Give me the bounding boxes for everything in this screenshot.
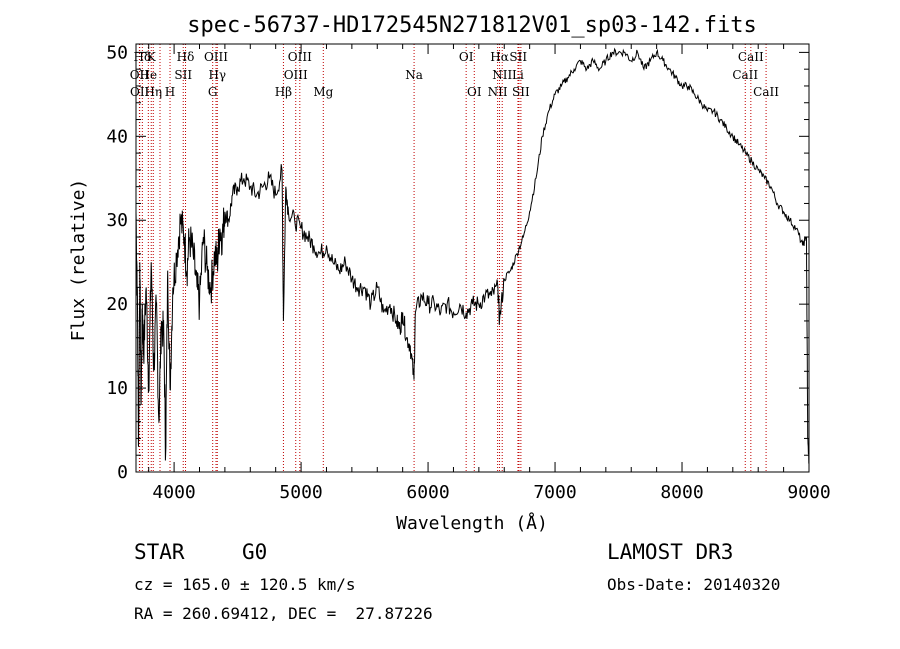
line-label-1: K [147,50,157,64]
object-class: STAR [134,540,185,564]
line-label-20: H [165,85,175,99]
x-tick-label-2: 6000 [406,482,449,503]
line-label-23: Mg [313,85,333,99]
line-label-21: G [208,85,218,99]
line-label-2: Hδ [177,50,195,64]
coordinates: RA = 260.69412, DEC = 27.87226 [134,604,433,623]
line-label-22: Hβ [275,85,292,99]
spectral-line-markers [138,44,767,472]
survey-name: LAMOST DR3 [607,540,734,564]
line-label-5: OI [459,50,474,64]
x-tick-label-1: 5000 [279,482,322,503]
x-tick-label-5: 9000 [787,482,830,503]
line-label-3: OIII [204,50,228,64]
line-label-15: NII [492,68,512,82]
line-label-14: Na [405,68,423,82]
x-tick-label-3: 7000 [533,482,576,503]
plot-frame [135,43,810,473]
y-axis-label: Flux (relative) [68,179,89,342]
y-tick-label-1: 10 [106,378,128,399]
line-label-4: OIII [288,50,312,64]
line-label-13: OIII [284,68,308,82]
line-label-19: Hη [144,85,162,99]
line-label-0: Hδ [133,50,151,64]
line-label-8: CaII [738,50,764,64]
x-axis-label: Wavelength (Å) [396,512,548,534]
y-tick-label-5: 50 [106,42,128,63]
line-label-26: SII [512,85,530,99]
line-label-7: SII [509,50,527,64]
chart-title: spec-56737-HD172545N271812V01_sp03-142.f… [187,13,757,38]
line-label-10: He [140,68,158,82]
redshift-velocity: cz = 165.0 ± 120.5 km/s [134,575,356,594]
y-tick-label-2: 20 [106,294,128,315]
subclass: G0 [242,540,268,564]
line-label-25: NII [488,85,508,99]
spectrum-line [135,47,810,464]
line-label-6: Hα [490,50,509,64]
line-label-11: SII [174,68,192,82]
line-label-18: OII [130,85,150,99]
y-tick-label-4: 40 [106,126,128,147]
line-label-24: OI [467,85,482,99]
spectrum-polyline [135,47,810,464]
axes: 4000 5000 6000 7000 8000 9000 0 10 20 30 40 50 [106,42,830,503]
x-tick-label-4: 8000 [660,482,703,503]
observation-date: Obs-Date: 20140320 [607,575,781,594]
x-tick-label-0: 4000 [152,482,195,503]
line-label-12: Hγ [208,68,226,82]
line-label-16: Li [512,68,524,82]
line-label-17: CaII [732,68,758,82]
y-tick-label-0: 0 [117,462,128,483]
y-tick-label-3: 30 [106,210,128,231]
line-label-9: OII [130,68,150,82]
line-label-27: CaII [753,85,779,99]
